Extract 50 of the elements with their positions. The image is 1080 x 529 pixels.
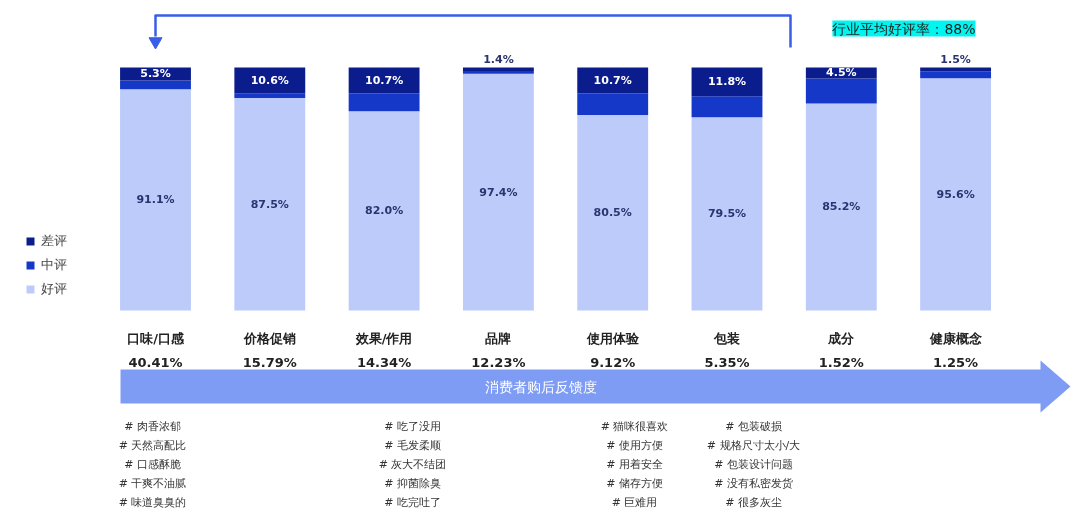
bar: [120, 80, 191, 90]
x-tick-label: 健康概念 1.25%: [928, 330, 983, 370]
data-label: 4.5%: [826, 66, 857, 80]
x-tick-label: 品牌 12.23%: [471, 330, 526, 370]
bar: [920, 78, 992, 311]
text: # 吃了没用 # 毛发柔顺 # 灰大不结团 # 抑菌除臭 # 吃完吐了: [378, 420, 447, 509]
bar: [348, 111, 420, 311]
data-label: 10.7%: [365, 74, 404, 87]
data-label: 1.5%: [940, 52, 971, 66]
text: 消费者购后反馈度: [484, 378, 597, 395]
text: 行业平均好评率：88%: [832, 20, 976, 37]
data-label: 82.0%: [365, 204, 404, 218]
text: # 包装破损 # 规格尺寸太小/大 # 包装设计问题 # 没有私密发货 # 很多灰尘: [706, 420, 801, 509]
data-label: 10.7%: [593, 74, 632, 87]
bar: [805, 78, 877, 104]
legend-label: 中评: [41, 255, 67, 274]
legend-label: 差评: [41, 231, 67, 250]
data-label: 10.6%: [250, 73, 289, 87]
data-label: 5.3%: [140, 67, 171, 81]
bar: [348, 93, 420, 112]
x-tick-label: 成分 1.52%: [818, 330, 864, 370]
legend-label: 好评: [41, 279, 67, 298]
data-label: 91.1%: [136, 193, 175, 207]
text: # 肉香浓郁 # 天然高配比 # 口感酥脆 # 干爽不油腻 # 味道臭臭的: [118, 420, 187, 509]
x-tick-label: 价格促销 15.79%: [242, 330, 297, 370]
x-tick-label: 口味/口感 40.41%: [127, 330, 185, 370]
bar: [691, 117, 763, 311]
text: # 猫咪很喜欢 # 使用方便 # 用着安全 # 储存方便 # 巨难用: [600, 420, 669, 509]
x-tick-label: 效果/作用 14.34%: [354, 330, 413, 370]
data-label: 1.4%: [483, 52, 514, 66]
data-label: 11.8%: [707, 75, 747, 89]
data-label: 85.2%: [822, 200, 861, 214]
bar: [234, 93, 306, 98]
data-label: 79.5%: [707, 207, 747, 221]
bar: [805, 103, 877, 311]
bar: [577, 114, 649, 311]
bar: [348, 67, 420, 94]
bar: [577, 67, 649, 94]
x-tick-label: 包装 5.35%: [704, 330, 750, 370]
x-tick-label: 使用体验 9.12%: [585, 330, 640, 370]
bar: [577, 93, 649, 115]
data-label: 80.5%: [593, 206, 632, 220]
bar: [691, 96, 763, 118]
data-label: 95.6%: [936, 187, 975, 201]
bar: [462, 73, 534, 311]
bar: [120, 89, 191, 311]
bar: [920, 71, 992, 79]
data-label: 97.4%: [479, 185, 518, 199]
data-label: 87.5%: [250, 197, 289, 211]
bar: [234, 97, 306, 311]
